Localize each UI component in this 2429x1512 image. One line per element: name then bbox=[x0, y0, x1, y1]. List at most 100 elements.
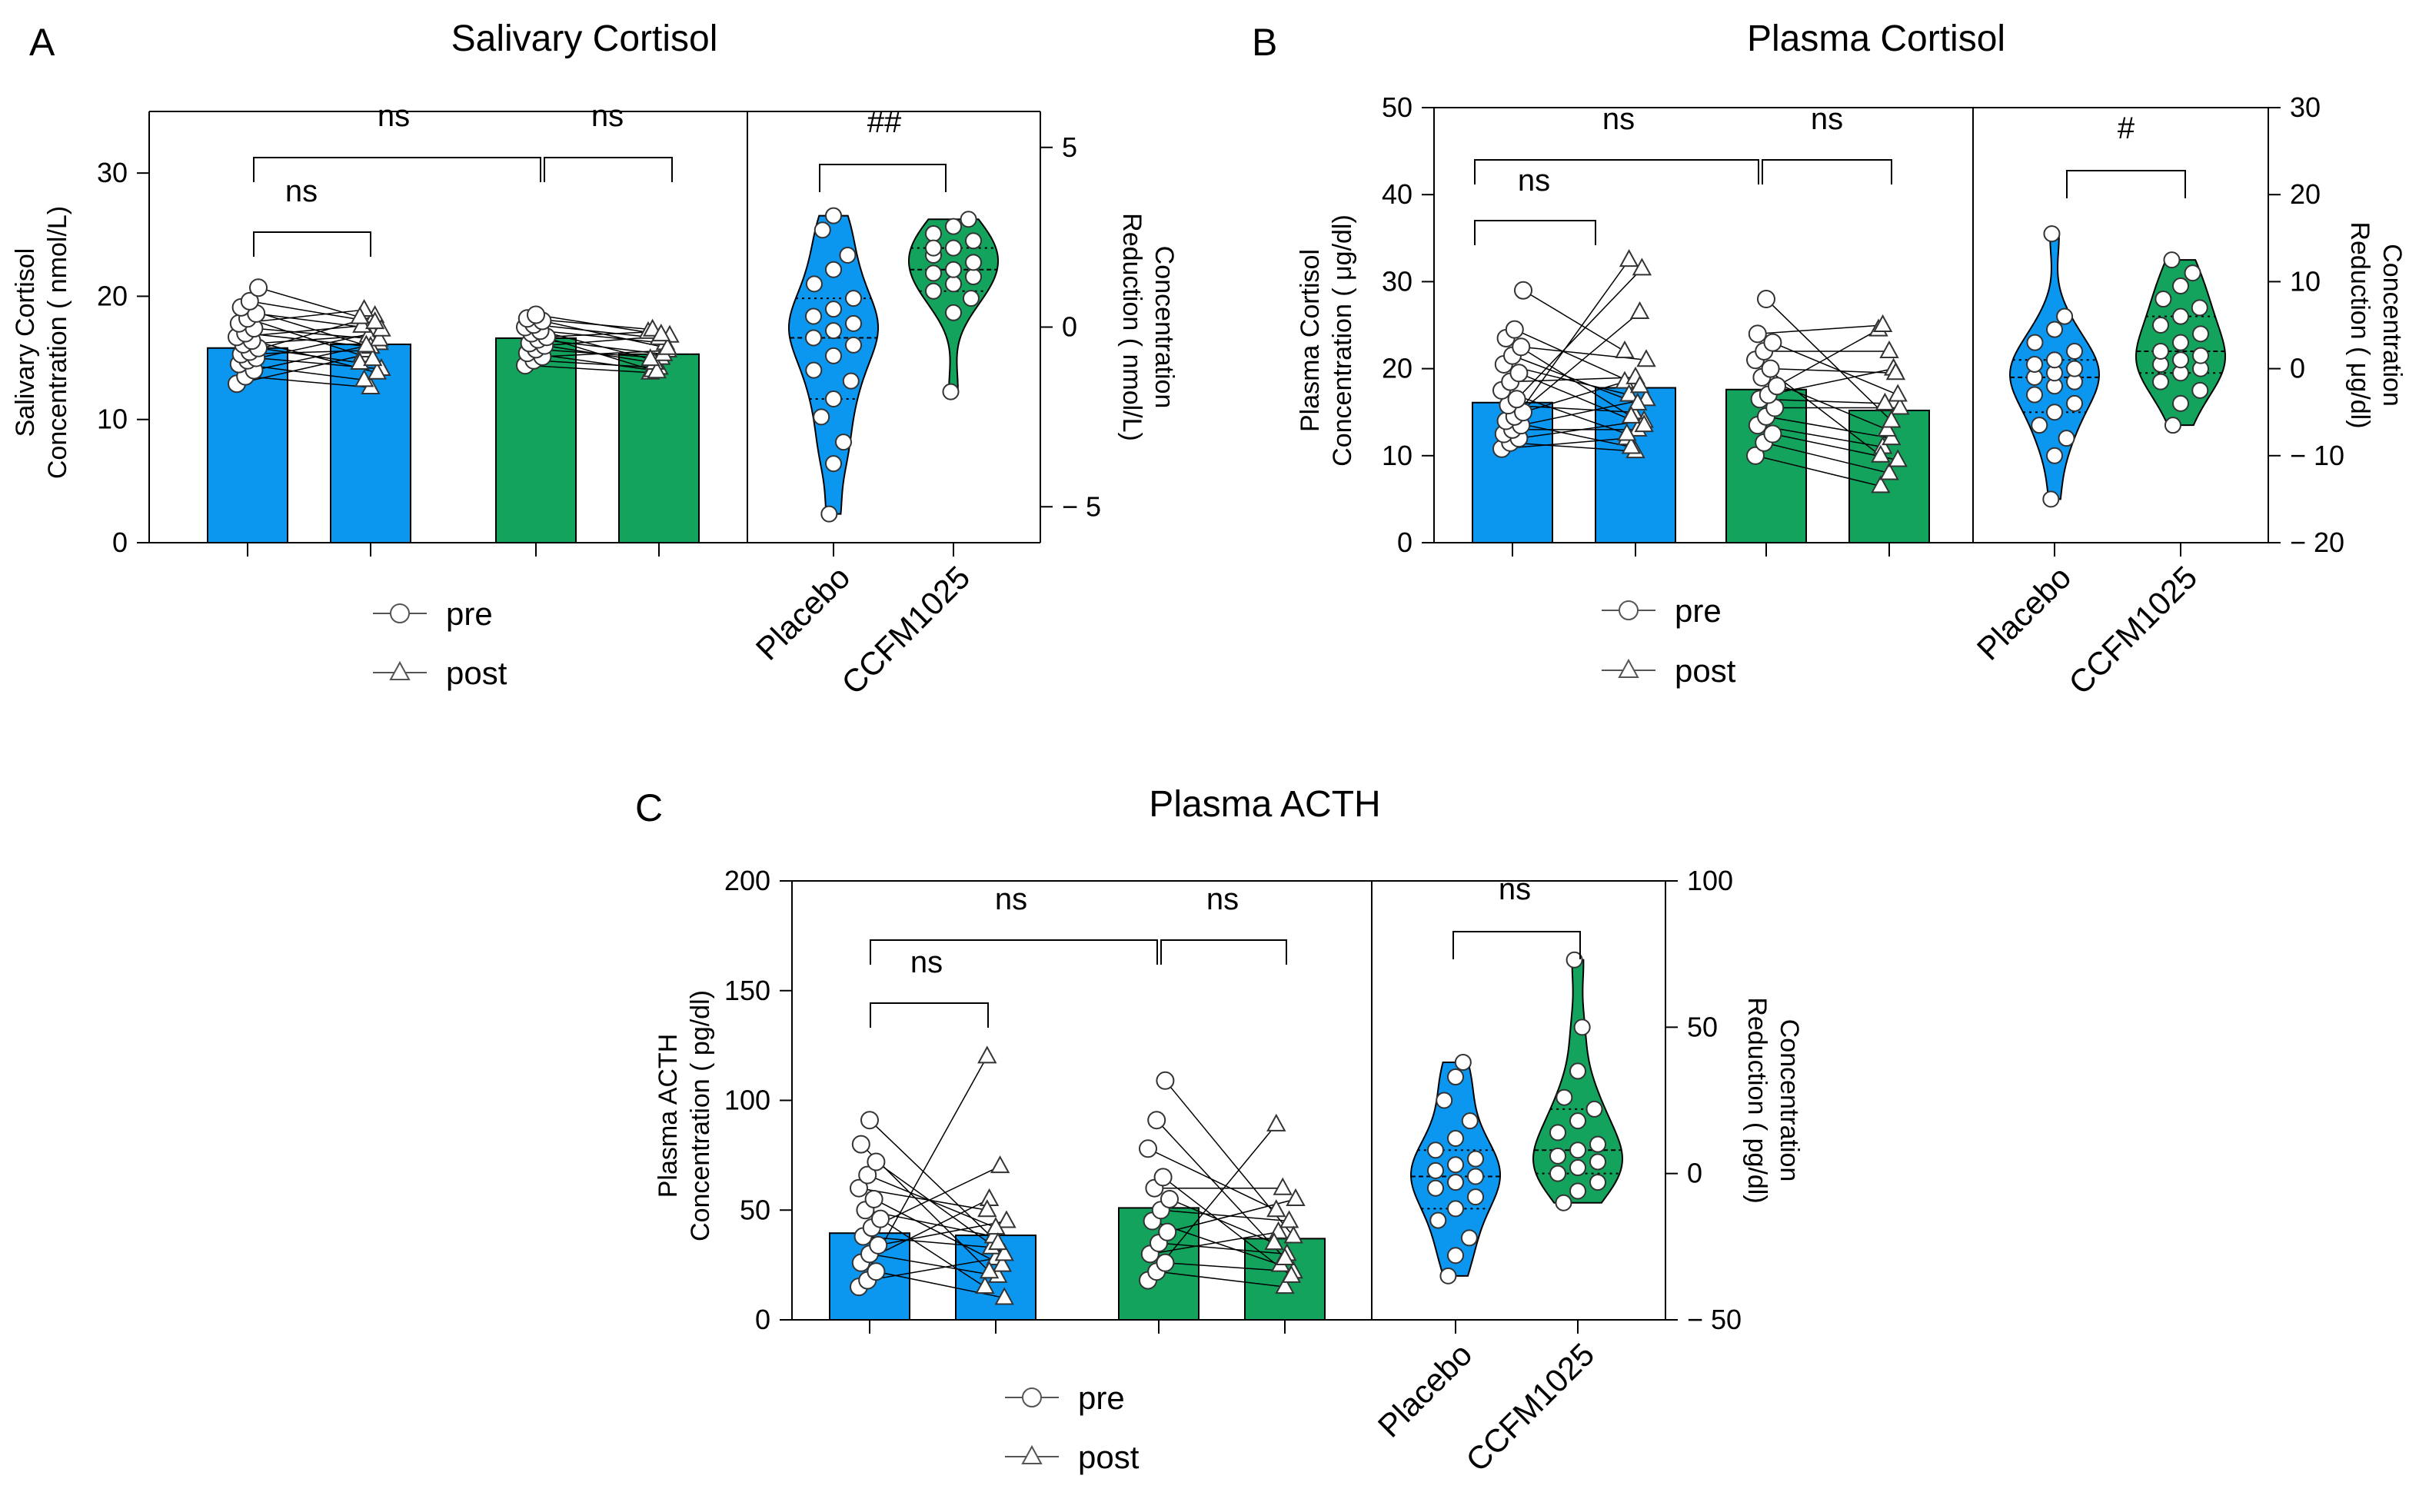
significance-label: ns bbox=[910, 945, 943, 979]
significance-bracket bbox=[1474, 220, 1596, 245]
pair-line bbox=[1156, 1119, 1286, 1259]
pre-point bbox=[1160, 1189, 1179, 1208]
violin-point bbox=[1427, 1179, 1444, 1197]
left-tick-label: 0 bbox=[1397, 527, 1412, 558]
category-label: CCFM1025 bbox=[2061, 559, 2204, 701]
post-point bbox=[1875, 392, 1895, 410]
pair-line bbox=[245, 375, 371, 388]
significance-label: ns bbox=[1518, 164, 1550, 198]
pair-line bbox=[867, 1258, 997, 1281]
violin-point bbox=[2164, 417, 2181, 434]
pre-point bbox=[864, 1189, 883, 1208]
pair-line bbox=[254, 327, 380, 341]
post-point bbox=[992, 1254, 1013, 1272]
pair-line bbox=[1163, 1176, 1292, 1277]
post-point bbox=[369, 328, 389, 347]
violin-point bbox=[965, 232, 982, 250]
post-point bbox=[1885, 362, 1906, 380]
violin-point bbox=[1569, 1141, 1586, 1159]
left-tick-label: 150 bbox=[724, 975, 770, 1006]
violin-point bbox=[965, 254, 982, 271]
chart-title: Plasma ACTH bbox=[1149, 784, 1380, 825]
post-point bbox=[356, 334, 377, 353]
right-axis-label: Concentration bbox=[1150, 246, 1179, 409]
violin-point bbox=[1454, 1054, 1472, 1072]
pair-line bbox=[1512, 354, 1639, 404]
violin-point bbox=[1447, 1156, 1464, 1174]
pre-point bbox=[1507, 390, 1526, 409]
pair-line bbox=[869, 1119, 999, 1244]
chart-title: Salivary Cortisol bbox=[451, 18, 718, 59]
significance-label: ns bbox=[1602, 102, 1635, 136]
pre-point bbox=[1763, 333, 1782, 352]
post-point bbox=[1629, 375, 1650, 394]
pair-line bbox=[245, 332, 371, 347]
violin-point bbox=[1569, 1062, 1586, 1080]
violin-point bbox=[825, 261, 842, 278]
violin-point bbox=[2163, 251, 2181, 269]
right-axis-label: Concentration bbox=[2377, 244, 2407, 407]
violin-point bbox=[2191, 381, 2209, 399]
right-tick-label: 30 bbox=[2290, 91, 2321, 123]
left-tick-label: 20 bbox=[97, 280, 128, 311]
violin-point bbox=[2192, 347, 2209, 364]
pair-line bbox=[1514, 328, 1640, 387]
post-point bbox=[1628, 392, 1648, 410]
pre-point bbox=[1156, 1071, 1175, 1090]
post-point bbox=[1273, 1177, 1293, 1195]
right-axis-label: Reduction ( pg/dl) bbox=[1742, 997, 1772, 1203]
left-tick-label: 30 bbox=[1382, 265, 1412, 297]
violin-point bbox=[1549, 1147, 1566, 1165]
right-tick-label: 50 bbox=[1687, 1011, 1718, 1042]
violin-point bbox=[1427, 1141, 1444, 1159]
pre-point bbox=[1505, 320, 1524, 339]
violin-point bbox=[1467, 1188, 1484, 1206]
pre-point bbox=[1768, 377, 1786, 396]
violin-point bbox=[2042, 490, 2060, 508]
post-point bbox=[1266, 1199, 1286, 1218]
post-point bbox=[1621, 405, 1642, 424]
left-tick-label: 50 bbox=[740, 1194, 770, 1225]
pair-line bbox=[1772, 341, 1898, 396]
pair-line bbox=[873, 1198, 1003, 1266]
significance-label: ns bbox=[1499, 872, 1531, 906]
violin-point bbox=[2031, 417, 2048, 434]
violin-point bbox=[2026, 355, 2043, 373]
panel-label: B bbox=[1252, 21, 1277, 64]
pair-line bbox=[1158, 1242, 1287, 1255]
violin-point bbox=[1566, 951, 1583, 969]
pre-point bbox=[240, 291, 259, 311]
violin-point bbox=[945, 304, 962, 321]
pair-line bbox=[1501, 437, 1627, 450]
pre-point bbox=[1763, 424, 1782, 444]
panel-label: A bbox=[29, 21, 55, 64]
legend-pre-marker bbox=[390, 603, 410, 623]
pre-point bbox=[871, 1209, 890, 1228]
post-point bbox=[1871, 475, 1891, 493]
pair-line bbox=[1770, 367, 1896, 374]
significance-bracket bbox=[870, 939, 1158, 965]
category-label: Placebo bbox=[1970, 559, 2078, 667]
violin-point bbox=[845, 336, 862, 354]
violin-point bbox=[1467, 1168, 1484, 1185]
violin-point bbox=[2058, 430, 2075, 447]
violin-point bbox=[2191, 299, 2208, 317]
post-point bbox=[977, 1199, 997, 1218]
violin-point bbox=[2056, 307, 2074, 325]
pair-line bbox=[875, 1161, 1005, 1254]
pair-line bbox=[1521, 398, 1647, 426]
violin-point bbox=[834, 434, 852, 451]
right-tick-label: 0 bbox=[1687, 1158, 1702, 1189]
category-label: Placebo bbox=[1371, 1336, 1479, 1444]
post-point bbox=[975, 1276, 995, 1294]
violin-point bbox=[805, 329, 822, 347]
significance-label: ns bbox=[1811, 102, 1843, 136]
pair-line bbox=[1169, 1198, 1275, 1244]
left-tick-label: 100 bbox=[724, 1085, 770, 1116]
violin-point bbox=[1447, 1200, 1464, 1218]
pre-point bbox=[867, 1152, 886, 1171]
violin-point bbox=[825, 301, 842, 318]
pair-line bbox=[542, 320, 668, 349]
post-point bbox=[994, 1243, 1014, 1261]
significance-bracket bbox=[1452, 931, 1581, 959]
